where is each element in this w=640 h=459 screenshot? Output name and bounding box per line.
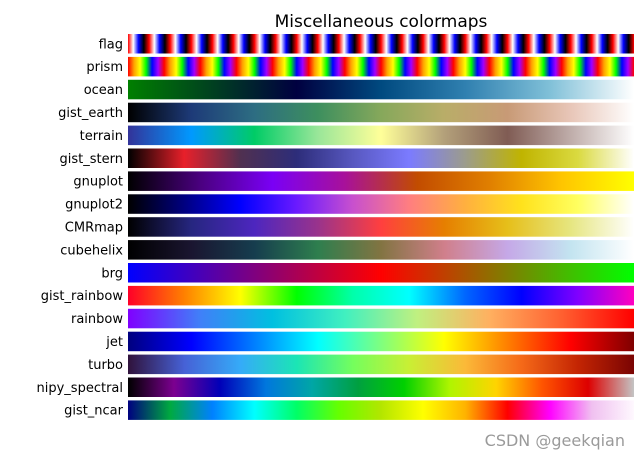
- row-label: prism: [86, 60, 123, 75]
- colormap-bar-gnuplot2: [128, 194, 634, 214]
- row-label: gist_stern: [60, 152, 123, 167]
- colormap-bar-terrain: [128, 125, 634, 146]
- colormap-bar-cmrmap: [128, 217, 634, 237]
- row-label: gist_rainbow: [41, 289, 124, 304]
- colormap-bar-nipy-spectral: [128, 377, 634, 397]
- colormap-bar-jet: [128, 331, 634, 352]
- row-label: terrain: [80, 129, 123, 144]
- row-label: jet: [105, 335, 123, 350]
- colormap-bar-ocean: [128, 79, 634, 100]
- row-label: gist_ncar: [64, 404, 124, 419]
- colormap-bar-gist-earth: [128, 102, 634, 123]
- chart-title: Miscellaneous colormaps: [275, 12, 488, 32]
- colormap-bar-brg: [128, 263, 634, 283]
- colormap-bar-rainbow: [128, 308, 634, 329]
- colormap-bar-cubehelix: [128, 240, 634, 260]
- row-label: gnuplot: [73, 175, 123, 190]
- row-label: CMRmap: [65, 220, 123, 235]
- row-label: gnuplot2: [65, 198, 123, 213]
- row-label: turbo: [88, 358, 123, 373]
- colormap-bar-turbo: [128, 354, 634, 375]
- row-label: cubehelix: [60, 243, 123, 258]
- colormap-bar-gist-ncar: [128, 400, 634, 420]
- row-label: ocean: [84, 83, 123, 98]
- colormap-bar-gist-rainbow: [128, 285, 634, 306]
- colormap-bar-flag: [128, 34, 634, 54]
- colormap-bar-gist-stern: [128, 148, 634, 168]
- watermark-text: CSDN @geekqian: [485, 431, 625, 450]
- row-label: flag: [99, 37, 123, 52]
- row-label: brg: [101, 266, 123, 281]
- colormap-bar-gnuplot: [128, 171, 634, 191]
- row-label: rainbow: [71, 312, 123, 327]
- row-label: nipy_spectral: [37, 381, 124, 396]
- colormap-bar-prism: [128, 56, 634, 77]
- row-label: gist_earth: [58, 106, 123, 121]
